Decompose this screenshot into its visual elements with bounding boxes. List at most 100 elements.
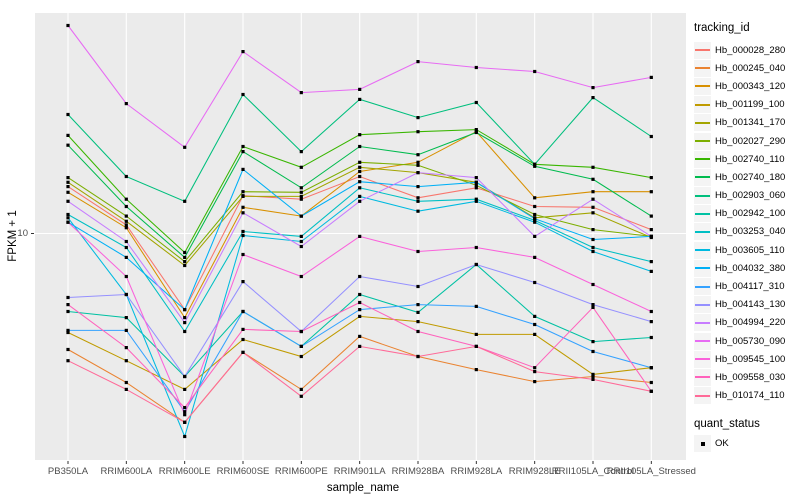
x-tick-label: RRIM600LA <box>100 466 153 477</box>
data-point <box>124 174 128 179</box>
data-point <box>358 87 362 91</box>
data-point <box>533 234 537 238</box>
legend-item: Hb_000245_040 <box>694 59 800 77</box>
data-point <box>66 112 70 117</box>
legend-item-label: Hb_009558_030 <box>715 371 786 383</box>
data-point <box>299 190 303 194</box>
data-point <box>299 244 303 249</box>
data-point <box>299 197 303 201</box>
legend-item: Hb_001341_170 <box>694 114 800 132</box>
line-key-icon <box>694 96 711 114</box>
data-point <box>241 50 245 54</box>
data-point <box>591 211 595 215</box>
x-tick-label: RRIM600PE <box>274 466 328 477</box>
legend-items: Hb_000028_280 Hb_000245_040 Hb_000343_120 H… <box>694 41 800 405</box>
data-point <box>241 309 245 314</box>
data-point <box>591 249 595 254</box>
data-point <box>358 274 362 279</box>
data-point <box>416 185 420 189</box>
legend-item-quant-ok: OK <box>694 435 800 453</box>
data-point <box>241 280 245 284</box>
data-point <box>183 329 187 334</box>
legend-item: Hb_002903_060 <box>694 187 800 205</box>
data-point <box>416 130 420 134</box>
data-point <box>533 314 537 318</box>
x-tick-label: RRIM901LA <box>333 466 386 477</box>
data-point <box>183 434 187 439</box>
data-point <box>124 359 128 363</box>
data-point <box>533 218 537 222</box>
data-point <box>591 237 595 242</box>
data-point <box>183 308 187 312</box>
data-point <box>591 349 595 354</box>
data-point <box>591 86 595 90</box>
data-point <box>649 214 653 218</box>
data-point <box>299 150 303 154</box>
legend: tracking_id Hb_000028_280 Hb_000245_040 Hb… <box>694 22 800 453</box>
data-point <box>591 245 595 250</box>
data-point <box>241 350 245 354</box>
data-point <box>124 380 128 385</box>
data-point <box>183 387 187 391</box>
legend-item: Hb_002740_180 <box>694 168 800 186</box>
data-point <box>474 197 478 201</box>
legend-item-label: Hb_001199_100 <box>715 99 785 111</box>
data-point <box>124 245 128 250</box>
data-point <box>416 199 420 203</box>
data-point <box>474 183 478 187</box>
data-point <box>183 145 187 149</box>
legend-item-label: Hb_004032_380 <box>715 262 786 274</box>
data-point <box>241 144 245 149</box>
data-point <box>183 420 187 424</box>
data-point <box>474 199 478 203</box>
data-point <box>124 239 128 244</box>
data-point <box>533 332 537 336</box>
data-point <box>358 199 362 203</box>
data-point <box>649 269 653 273</box>
legend-item-label: Hb_000245_040 <box>715 62 786 74</box>
data-point <box>591 205 595 209</box>
line-key-icon <box>694 168 711 186</box>
data-point <box>183 263 187 268</box>
data-point <box>474 128 478 132</box>
data-point <box>358 160 362 164</box>
data-point <box>474 65 478 70</box>
legend-title-tracking-id: tracking_id <box>694 22 750 34</box>
data-point <box>649 134 653 139</box>
data-point <box>299 234 303 238</box>
data-point <box>591 96 595 100</box>
data-point <box>183 316 187 320</box>
data-point <box>66 199 70 203</box>
data-point <box>183 374 187 379</box>
data-point <box>416 209 420 213</box>
line-key-icon <box>694 223 711 241</box>
data-point <box>299 165 303 169</box>
line-key-icon <box>694 187 711 205</box>
data-point <box>299 214 303 218</box>
data-point <box>649 176 653 180</box>
data-point <box>124 214 128 218</box>
data-point <box>474 332 478 336</box>
data-point <box>533 370 537 374</box>
data-point <box>649 309 653 314</box>
data-point <box>66 347 70 352</box>
line-key-icon <box>694 41 711 59</box>
x-tick-label: RRII105LA_Control <box>551 466 635 477</box>
data-point <box>66 212 70 217</box>
data-point <box>241 252 245 257</box>
legend-item: Hb_010174_110 <box>694 387 800 405</box>
data-point <box>416 160 420 164</box>
data-point <box>124 102 128 106</box>
line-key-icon <box>694 150 711 168</box>
data-point <box>416 116 420 120</box>
data-point <box>649 380 653 385</box>
data-point <box>591 282 595 287</box>
data-point <box>591 340 595 344</box>
data-point <box>474 304 478 308</box>
legend-item: Hb_004994_220 <box>694 314 800 332</box>
legend-item-label: Hb_002942_100 <box>715 208 786 220</box>
y-tick-label: 10 <box>17 228 28 239</box>
data-point <box>649 366 653 370</box>
data-point <box>474 262 478 267</box>
data-point <box>241 337 245 342</box>
